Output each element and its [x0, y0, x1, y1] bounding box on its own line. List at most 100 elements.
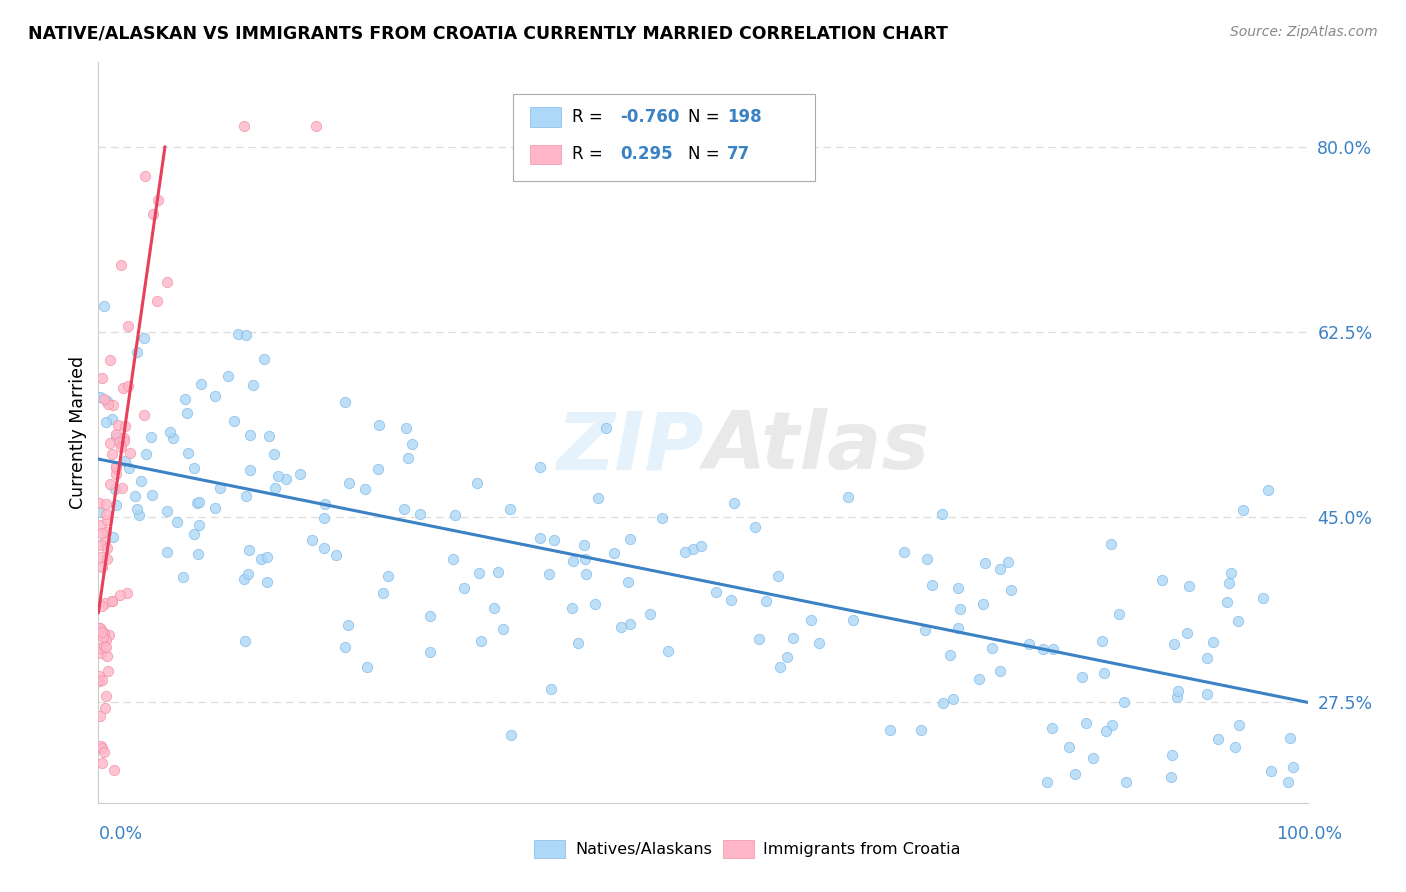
Point	[946, 621, 969, 635]
Point	[235, 327, 257, 342]
Point	[94, 524, 117, 539]
Point	[441, 551, 464, 566]
Point	[90, 673, 112, 687]
Point	[226, 327, 249, 342]
Point	[529, 532, 551, 546]
Point	[100, 594, 122, 608]
Point	[250, 551, 273, 566]
Text: ZIP: ZIP	[555, 409, 703, 486]
Point	[105, 460, 128, 475]
Point	[538, 567, 561, 582]
Text: N =: N =	[688, 145, 718, 163]
Point	[336, 617, 359, 632]
Point	[946, 581, 969, 595]
Point	[118, 446, 141, 460]
Point	[112, 434, 135, 449]
Point	[1108, 607, 1130, 621]
Point	[94, 507, 117, 521]
Point	[1223, 739, 1246, 754]
Point	[879, 723, 901, 738]
Point	[222, 414, 245, 428]
Point	[141, 488, 163, 502]
Point	[172, 569, 194, 583]
Point	[118, 461, 141, 475]
Point	[108, 588, 131, 602]
Point	[187, 517, 209, 532]
Point	[257, 429, 280, 443]
Point	[744, 520, 766, 534]
Point	[419, 645, 441, 659]
Point	[103, 763, 125, 777]
Point	[499, 728, 522, 742]
Point	[776, 649, 799, 664]
Point	[1160, 770, 1182, 784]
Point	[90, 525, 112, 540]
Point	[988, 561, 1011, 575]
Point	[267, 468, 290, 483]
Point	[1166, 690, 1188, 704]
Text: Atlas: Atlas	[703, 409, 929, 486]
Point	[453, 581, 475, 595]
Point	[94, 632, 117, 647]
Point	[186, 495, 208, 509]
Point	[371, 585, 394, 599]
Point	[748, 632, 770, 647]
Point	[543, 533, 565, 547]
Point	[1035, 774, 1057, 789]
Point	[682, 541, 704, 556]
Point	[187, 547, 209, 561]
Point	[769, 660, 792, 674]
Point	[101, 447, 124, 461]
Point	[94, 534, 117, 549]
Point	[94, 689, 117, 703]
Point	[104, 482, 127, 496]
Point	[948, 602, 970, 616]
Point	[100, 594, 122, 608]
Point	[1101, 718, 1123, 732]
Point	[112, 431, 135, 445]
Point	[100, 476, 122, 491]
Point	[183, 461, 205, 475]
Point	[305, 119, 328, 133]
Point	[1253, 591, 1275, 605]
Point	[87, 674, 110, 689]
Point	[567, 635, 589, 649]
Point	[842, 613, 865, 627]
Point	[1279, 731, 1302, 746]
Point	[1282, 759, 1305, 773]
Point	[209, 481, 232, 495]
Point	[1257, 483, 1279, 497]
Point	[561, 600, 583, 615]
Point	[1216, 595, 1239, 609]
Point	[177, 446, 200, 460]
Point	[89, 621, 111, 635]
Point	[159, 425, 181, 440]
Point	[939, 648, 962, 663]
Point	[337, 475, 360, 490]
Point	[90, 518, 112, 533]
Point	[91, 624, 114, 639]
Point	[89, 390, 111, 404]
Text: 100.0%: 100.0%	[1277, 825, 1343, 843]
Point	[782, 632, 804, 646]
Point	[235, 489, 257, 503]
Point	[114, 418, 136, 433]
Point	[1115, 774, 1137, 789]
Text: 198: 198	[727, 108, 762, 126]
Point	[242, 378, 264, 392]
Point	[256, 550, 278, 565]
Point	[921, 578, 943, 592]
Point	[101, 530, 124, 544]
Point	[112, 381, 135, 395]
Point	[96, 551, 118, 566]
Point	[94, 596, 117, 610]
Point	[333, 395, 356, 409]
Point	[162, 431, 184, 445]
Point	[290, 467, 312, 482]
Point	[97, 397, 120, 411]
Point	[595, 421, 617, 435]
Text: R =: R =	[572, 145, 603, 163]
Point	[125, 502, 148, 516]
Point	[117, 379, 139, 393]
Point	[98, 436, 121, 450]
